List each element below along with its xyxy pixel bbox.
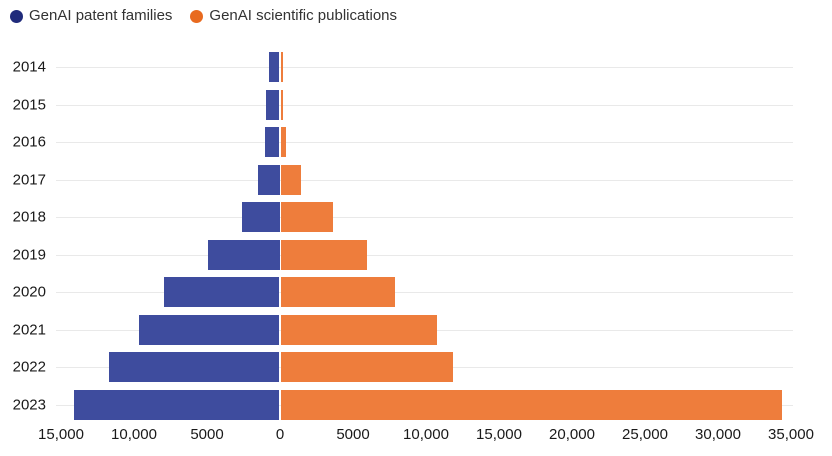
bar-patents-2017 [258,164,280,195]
gridline [56,217,793,218]
year-label-2016: 2016 [12,133,46,151]
x-tick-25,000: 25,000 [622,426,668,443]
x-tick-20,000: 20,000 [549,426,595,443]
x-tick-30,000: 30,000 [695,426,741,443]
legend: GenAI patent families GenAI scientific p… [10,7,397,25]
gridline [56,142,793,143]
x-axis: 15,000 10,000 5000 0 5000 10,000 15,000 20,000 2… [0,424,832,446]
bar-publications-2022 [281,352,454,382]
x-tick-15,000: 15,000 [38,426,84,443]
x-tick-5000: 5000 [336,426,370,443]
bar-publications-2016 [281,127,287,157]
legend-item-patents: GenAI patent families [10,7,172,25]
year-label-2018: 2018 [12,208,46,226]
x-tick-10,000: 10,000 [111,426,157,443]
gridline [56,104,793,106]
chart-row-2020: 2020 [0,273,832,311]
x-tick-15,000: 15,000 [476,426,522,443]
year-label-2015: 2015 [12,96,46,113]
gridline [56,292,793,293]
legend-label-publications: GenAI scientific publications [209,7,398,24]
bar-patents-2018 [241,202,280,232]
legend-label-patents: GenAI patent families [29,7,173,24]
bar-patents-2022 [108,352,280,382]
bar-patents-2015 [266,89,280,120]
bar-patents-2016 [264,127,280,157]
bar-patents-2014 [268,52,280,82]
chart-row-2019: 2019 [0,236,832,274]
chart-row-2023: 2023 [0,386,832,424]
bar-publications-2014 [281,52,283,82]
publications-legend-dot-icon [190,9,204,23]
x-tick-10,000: 10,000 [403,426,449,443]
bar-publications-2021 [281,314,438,345]
year-label-2014: 2014 [12,58,46,76]
chart-row-2018: 2018 [0,198,832,236]
patents-legend-dot-icon [10,9,23,23]
bar-publications-2023 [281,389,782,420]
bar-patents-2019 [208,239,280,270]
gridline [56,254,793,256]
chart-row-2016: 2016 [0,123,832,161]
bar-publications-2019 [281,239,368,270]
chart-row-2015: 2015 [0,86,832,124]
x-tick-5000: 5000 [190,426,224,443]
year-label-2019: 2019 [12,246,46,263]
year-label-2017: 2017 [12,171,46,188]
gridline [56,67,793,68]
chart-row-2014: 2014 [0,48,832,86]
chart-row-2017: 2017 [0,161,832,199]
bar-publications-2018 [281,202,333,232]
legend-item-publications: GenAI scientific publications [190,7,397,25]
year-label-2022: 2022 [12,358,46,376]
x-tick-35,000: 35,000 [768,426,814,443]
plot-area: 2014 2015 2016 2017 2018 2019 2020 2021 2022 2023 [0,48,832,423]
year-label-2021: 2021 [12,321,46,338]
bar-patents-2020 [164,277,280,307]
x-tick-0: 0 [275,426,285,443]
chart-row-2021: 2021 [0,311,832,349]
year-label-2020: 2020 [12,283,46,301]
bar-publications-2017 [281,164,302,195]
year-label-2023: 2023 [12,396,46,413]
bar-publications-2015 [281,89,284,120]
bar-patents-2023 [73,389,280,420]
chart-row-2022: 2022 [0,348,832,386]
bar-patents-2021 [139,314,280,345]
bar-publications-2020 [281,277,395,307]
gridline [56,179,793,181]
